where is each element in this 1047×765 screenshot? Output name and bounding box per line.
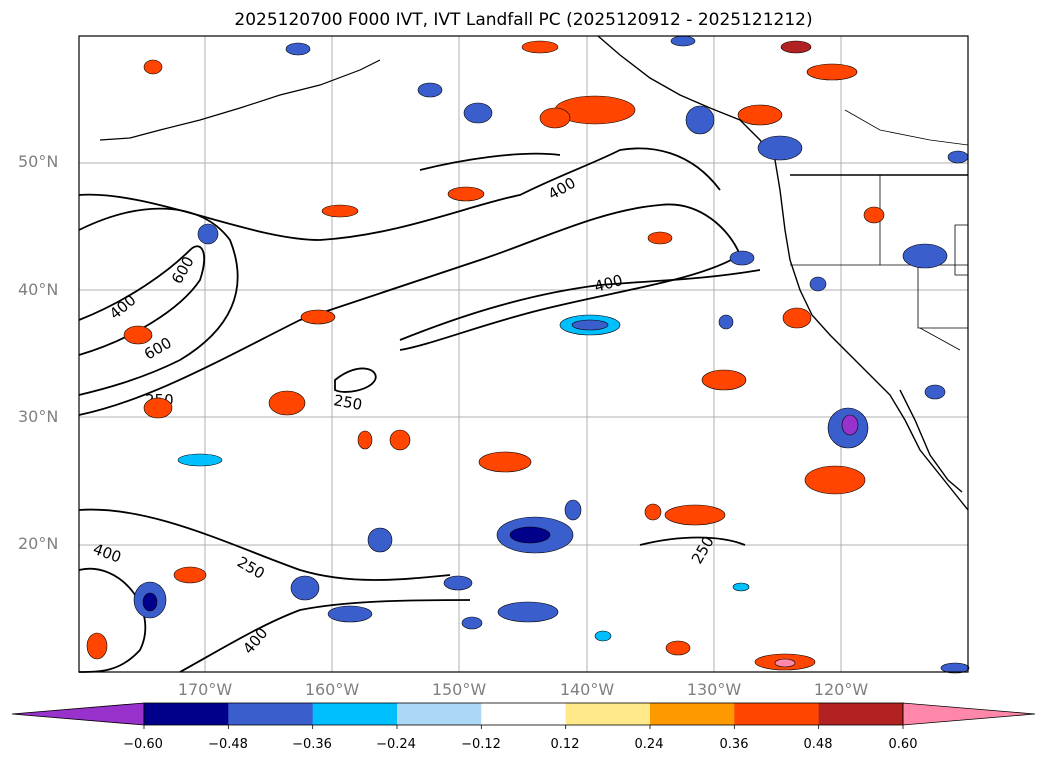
colorbar-tick-label: 0.48 — [803, 737, 833, 752]
colorbar-tick-label: 0.12 — [550, 737, 580, 752]
coastline — [597, 35, 969, 511]
lat-label: 50°N — [18, 152, 59, 171]
lon-label: 130°W — [686, 680, 742, 699]
colorbar-tick-label: 0.36 — [719, 737, 749, 752]
colorbar-extend-max — [902, 702, 1036, 726]
colorbar-tick-label: 0.60 — [888, 737, 918, 752]
colorbar-tick-label: −0.36 — [292, 737, 332, 752]
colorbar-segment — [818, 703, 904, 725]
lon-label: 140°W — [559, 680, 615, 699]
colorbar-tick-label: −0.48 — [208, 737, 248, 752]
lon-label: 160°W — [304, 680, 360, 699]
contour-label: 250 — [332, 391, 363, 414]
positive-pc-patches — [86, 40, 885, 671]
colorbar-tick-label: 0.24 — [634, 737, 664, 752]
colorbar-tick-label: −0.12 — [461, 737, 501, 752]
colorbar-segment — [734, 703, 820, 725]
colorbar-tick-label: −0.60 — [123, 737, 163, 752]
lat-label: 20°N — [18, 534, 59, 553]
colorbar-segment — [650, 703, 735, 725]
lon-label: 150°W — [431, 680, 487, 699]
colorbar-segment — [228, 703, 314, 725]
colorbar-extend-min — [11, 702, 145, 726]
colorbar-segment — [144, 703, 229, 725]
aleutians — [99, 59, 381, 141]
lat-label: 30°N — [18, 407, 59, 426]
map-title: 2025120700 F000 IVT, IVT Landfall PC (20… — [234, 10, 813, 30]
colorbar-segment — [565, 703, 651, 725]
negative-pc-patches — [133, 35, 970, 674]
lon-label: 120°W — [813, 680, 869, 699]
colorbar-segment — [481, 703, 567, 725]
map-frame — [78, 35, 969, 673]
colorbar-tick-label: −0.24 — [376, 737, 416, 752]
lat-label: 40°N — [18, 280, 59, 299]
colorbar-segment — [397, 703, 482, 725]
colorbar-segment — [312, 703, 398, 725]
lon-label: 170°W — [177, 680, 233, 699]
